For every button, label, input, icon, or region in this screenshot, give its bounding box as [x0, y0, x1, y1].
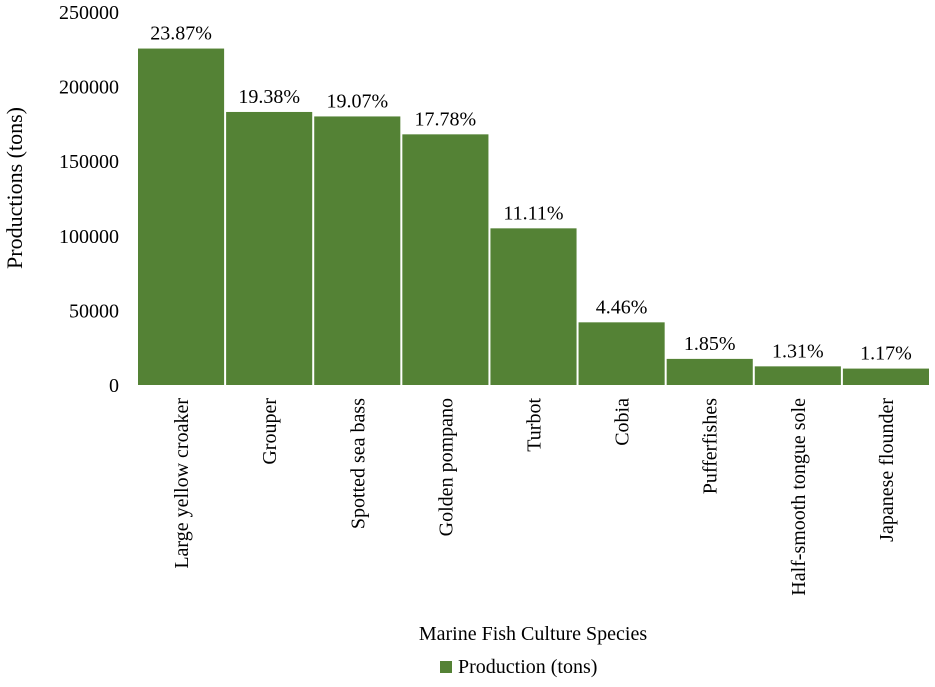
bar — [490, 228, 577, 385]
data-label: 19.38% — [238, 86, 300, 108]
x-tick-label: Turbot — [524, 398, 546, 452]
data-label: 4.46% — [596, 296, 648, 318]
bar — [842, 368, 929, 385]
legend: Production (tons) — [440, 656, 597, 678]
data-label: 17.78% — [415, 108, 477, 130]
data-label: 11.11% — [503, 202, 563, 224]
x-tick-label: Pufferfishes — [700, 398, 722, 494]
data-label: 1.31% — [772, 340, 824, 362]
data-labels: 23.87% 19.38% 19.07% 17.78% 11.11% 4.46% 1.85%… — [150, 23, 912, 365]
legend-label: Production (tons) — [458, 656, 597, 678]
x-tick-label: Half-smooth tongue sole — [788, 398, 810, 596]
data-label: 1.17% — [860, 343, 912, 365]
bar — [666, 358, 753, 385]
y-tick-label: 100000 — [59, 226, 119, 248]
legend-swatch — [440, 661, 452, 673]
data-label: 1.85% — [684, 333, 736, 355]
bar — [402, 134, 489, 385]
y-tick-label: 200000 — [59, 77, 119, 99]
bar — [138, 48, 225, 385]
x-tick-label: Large yellow croaker — [171, 398, 193, 569]
y-axis-ticks: 0 50000 100000 150000 200000 250000 — [59, 2, 119, 397]
bar — [226, 111, 313, 386]
x-tick-label: Spotted sea bass — [347, 398, 369, 529]
bar — [314, 116, 401, 385]
y-tick-label: 150000 — [59, 151, 119, 173]
bar — [578, 322, 665, 385]
y-tick-label: 0 — [109, 375, 119, 397]
y-tick-label: 50000 — [69, 300, 119, 322]
x-tick-label: Grouper — [259, 398, 281, 465]
x-axis-tick-labels: Large yellow croaker Grouper Spotted sea b… — [171, 398, 898, 596]
x-tick-label: Japanese flounder — [876, 398, 898, 542]
y-tick-label: 250000 — [59, 2, 119, 24]
bar — [754, 366, 841, 385]
data-label: 19.07% — [326, 90, 388, 112]
data-label: 23.87% — [150, 23, 212, 45]
x-axis-label: Marine Fish Culture Species — [419, 623, 648, 645]
y-axis-label: Productions (tons) — [2, 107, 27, 269]
x-tick-label: Golden pompano — [435, 398, 457, 536]
bars — [138, 48, 929, 386]
x-tick-label: Cobia — [612, 398, 634, 446]
